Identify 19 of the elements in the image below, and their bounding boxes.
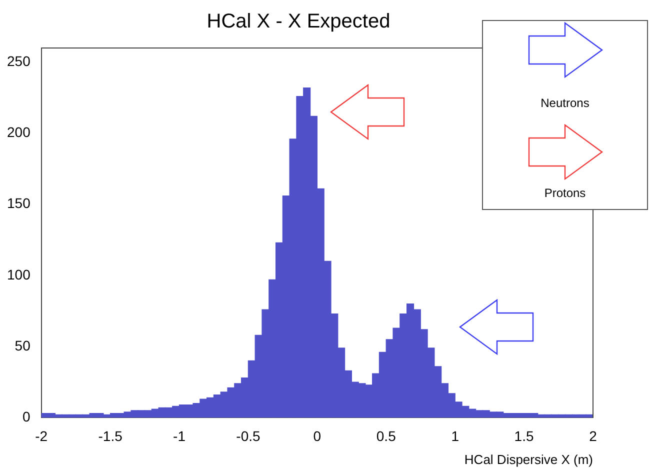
annotation: Protons: [543, 186, 587, 200]
x-tick-label: 1: [451, 428, 460, 444]
y-tick-label: 200: [7, 124, 31, 140]
x-tick-label: 0.5: [376, 428, 396, 444]
x-tick-label: -2: [35, 428, 48, 444]
x-tick-label: 2: [589, 428, 598, 444]
y-tick-label: 50: [14, 337, 31, 354]
x-axis-title: HCal Dispersive X (m): [464, 452, 593, 467]
x-tick-label: 0: [313, 428, 322, 444]
y-tick-label: 250: [7, 53, 31, 70]
y-tick-label: 0: [22, 408, 31, 424]
x-tick-label: -1: [173, 428, 186, 444]
x-tick-label: 1.5: [514, 428, 534, 444]
x-tick-label: -1.5: [98, 428, 123, 444]
y-tick-label: 150: [7, 195, 31, 212]
chart-title: HCal X - X Expected: [206, 10, 390, 33]
annotation: Neutrons: [540, 96, 590, 110]
x-tick-label: -0.5: [236, 428, 260, 444]
y-tick-label: 100: [7, 266, 31, 282]
